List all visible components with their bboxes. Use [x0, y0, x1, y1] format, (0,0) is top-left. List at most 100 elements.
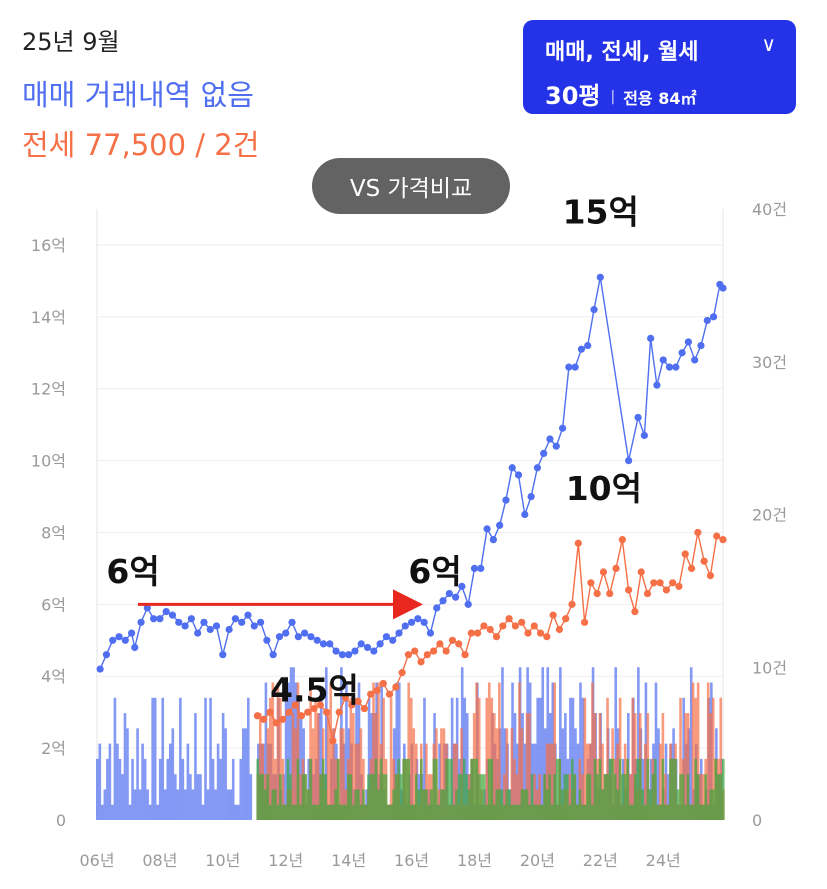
sale-volume-bar — [397, 682, 401, 820]
jeonse-price-point — [354, 697, 362, 705]
type-size-filter-button[interactable]: 매매, 전세, 월세 ∨ 30평 | 전용 84㎡ — [523, 20, 796, 114]
sale-volume-bar — [284, 697, 288, 820]
sale-volume-bar — [143, 758, 147, 820]
sale-price-point — [703, 316, 711, 325]
jeonse-volume-bar — [452, 743, 456, 820]
sale-price-point — [96, 665, 104, 673]
monthly-volume-bar — [674, 758, 677, 820]
jeonse-volume-bar — [339, 728, 343, 820]
monthly-volume-bar — [596, 774, 599, 820]
monthly-volume-bar — [548, 774, 551, 820]
monthly-volume-bar — [291, 804, 295, 820]
jeonse-volume-bar — [606, 697, 609, 820]
sale-volume-bar — [106, 758, 109, 820]
jeonse-price-point — [329, 737, 337, 745]
monthly-volume-bar — [266, 774, 270, 820]
sale-volume-bar — [194, 713, 197, 820]
jeonse-price-point — [700, 557, 708, 565]
sale-volume-bar — [438, 743, 441, 820]
sale-volume-bar — [113, 697, 117, 820]
jeonse-volume-bar — [719, 697, 723, 820]
monthly-volume-bar — [462, 758, 466, 820]
jeonse-volume-bar — [442, 728, 446, 820]
sale-price-point — [275, 633, 284, 641]
jeonse-price-point — [480, 622, 488, 630]
monthly-volume-bar — [442, 789, 446, 820]
jeonse-volume-bar — [455, 743, 458, 820]
monthly-volume-bar — [450, 758, 453, 820]
jeonse-volume-bar — [568, 774, 572, 820]
sale-volume-bar — [111, 804, 114, 820]
monthly-volume-bar — [420, 758, 423, 820]
jeonse-price-point — [518, 618, 526, 626]
sale-price-point — [433, 604, 441, 612]
monthly-volume-bar — [301, 774, 305, 820]
sale-volume-bar — [325, 667, 328, 820]
y-right-tick-label: 30건 — [752, 353, 787, 372]
monthly-volume-bar — [276, 804, 280, 820]
sale-price-point — [357, 640, 365, 648]
sale-volume-bar — [538, 697, 542, 820]
sale-volume-bar — [138, 789, 142, 820]
monthly-volume-bar — [649, 789, 652, 820]
monthly-volume-bar — [485, 804, 489, 820]
sale-price-point — [697, 341, 705, 350]
sale-volume-bar — [158, 758, 162, 820]
monthly-volume-bar — [611, 758, 614, 820]
monthly-volume-bar — [722, 758, 725, 820]
monthly-volume-bar — [409, 804, 413, 820]
jeonse-price-point — [404, 651, 413, 659]
sale-price-point — [439, 597, 447, 605]
x-tick-label: 20년 — [520, 851, 555, 870]
sale-price-point — [326, 640, 334, 648]
sale-price-point — [156, 615, 164, 623]
monthly-volume-bar — [520, 789, 524, 820]
x-tick-label: 22년 — [583, 851, 618, 870]
jeonse-volume-bar — [515, 774, 519, 820]
jeonse-volume-bar — [510, 728, 514, 820]
sale-volume-bar — [367, 697, 371, 820]
jeonse-price-point — [713, 532, 721, 540]
monthly-volume-bar — [404, 758, 408, 820]
monthly-volume-bar — [508, 789, 511, 820]
monthly-volume-bar — [314, 804, 317, 820]
monthly-volume-bar — [311, 804, 315, 820]
jeonse-volume-bar — [485, 697, 489, 820]
sale-price-point — [102, 651, 111, 659]
monthly-volume-bar — [269, 804, 272, 820]
sale-price-point — [709, 313, 718, 321]
sale-price-point — [540, 449, 548, 457]
monthly-volume-bar — [679, 774, 682, 820]
monthly-volume-bar — [309, 758, 312, 820]
sale-price-point — [338, 651, 346, 659]
monthly-volume-bar — [550, 804, 554, 820]
monthly-volume-bar — [583, 804, 587, 820]
monthly-volume-bar — [271, 789, 275, 820]
monthly-volume-bar — [299, 804, 302, 820]
monthly-volume-bar — [347, 774, 350, 820]
price-compare-button[interactable]: VS 가격비교 — [312, 158, 510, 214]
monthly-volume-bar — [578, 789, 582, 820]
monthly-volume-bar — [321, 758, 325, 820]
jeonse-volume-bar — [440, 728, 443, 820]
sale-price-point — [212, 622, 221, 630]
sale-status: 매매 거래내역 없음 — [22, 78, 254, 112]
exclusive-area: 전용 84㎡ — [623, 89, 697, 108]
jeonse-price-point — [511, 622, 519, 630]
jeonse-price-point — [272, 719, 280, 727]
jeonse-price-point — [706, 572, 715, 580]
monthly-volume-bar — [633, 774, 637, 820]
sale-volume-bar — [141, 743, 144, 820]
chevron-down-icon: ∨ — [761, 32, 776, 56]
jeonse-volume-bar — [633, 713, 637, 820]
jeonse-price-point — [694, 528, 702, 537]
monthly-volume-bar — [555, 758, 559, 820]
monthly-volume-bar — [503, 804, 506, 820]
sale-volume-bar — [98, 743, 102, 820]
jeonse-price-point — [599, 568, 608, 576]
monthly-volume-bar — [651, 774, 655, 820]
monthly-volume-bar — [636, 758, 640, 820]
sale-volume-bar — [246, 697, 250, 820]
monthly-volume-bar — [326, 804, 330, 820]
x-tick-label: 14년 — [331, 851, 366, 870]
